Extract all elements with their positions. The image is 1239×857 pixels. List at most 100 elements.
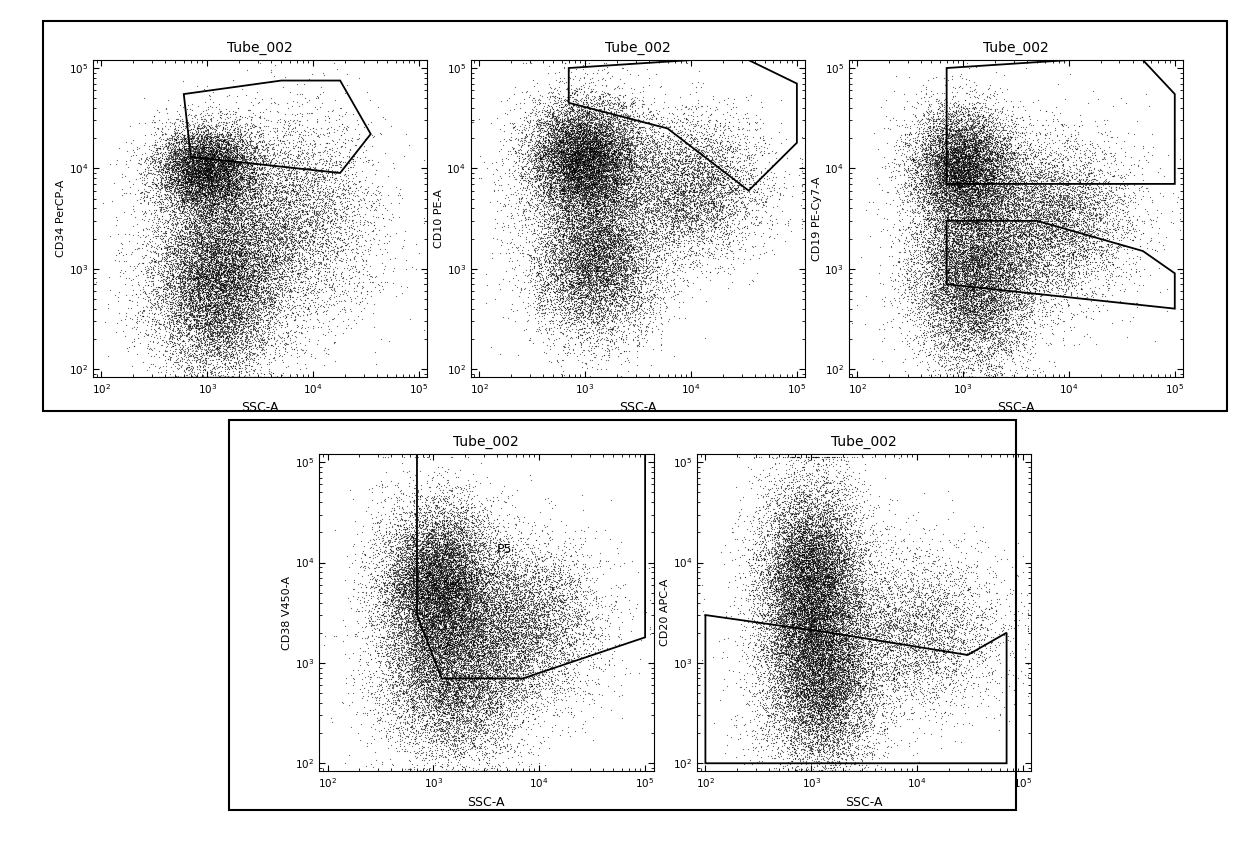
Point	[150, 203, 170, 217]
Point	[602, 152, 622, 165]
Point	[1006, 366, 1026, 380]
Point	[942, 164, 961, 177]
Point	[914, 726, 934, 740]
Point	[1014, 219, 1033, 233]
Point	[788, 657, 808, 671]
Point	[445, 655, 465, 668]
Point	[641, 226, 660, 240]
Point	[589, 263, 608, 277]
Point	[554, 130, 574, 144]
Point	[1022, 146, 1042, 159]
Point	[311, 219, 331, 232]
Point	[980, 146, 1000, 159]
Point	[600, 288, 620, 302]
Point	[808, 672, 828, 686]
Point	[492, 655, 512, 668]
Point	[452, 683, 472, 697]
Point	[164, 316, 183, 330]
Point	[1049, 188, 1069, 201]
Point	[532, 257, 551, 271]
Point	[976, 317, 996, 331]
Point	[501, 127, 520, 141]
Point	[286, 226, 306, 240]
Point	[301, 127, 321, 141]
Point	[472, 696, 492, 710]
Point	[597, 109, 617, 123]
Point	[792, 565, 812, 578]
Point	[978, 301, 997, 315]
Point	[187, 123, 207, 136]
Point	[976, 199, 996, 213]
Point	[230, 158, 250, 171]
Point	[961, 279, 981, 292]
Point	[420, 566, 440, 580]
Point	[971, 151, 991, 165]
Point	[969, 210, 989, 224]
Point	[553, 135, 572, 148]
Point	[219, 370, 239, 384]
Point	[452, 638, 472, 652]
Point	[947, 287, 966, 301]
Point	[1006, 151, 1026, 165]
Point	[802, 499, 821, 512]
Point	[550, 368, 570, 381]
Point	[471, 665, 491, 679]
Point	[482, 558, 502, 572]
Point	[895, 157, 914, 171]
Point	[197, 163, 217, 177]
Point	[612, 236, 632, 249]
Point	[217, 178, 237, 192]
Point	[430, 602, 450, 615]
Point	[545, 674, 565, 687]
Point	[248, 296, 268, 309]
Point	[310, 223, 330, 237]
Point	[176, 323, 196, 337]
Point	[587, 267, 607, 280]
Point	[429, 632, 449, 646]
Point	[399, 680, 419, 693]
Point	[284, 223, 304, 237]
Point	[164, 332, 183, 345]
Point	[585, 315, 605, 328]
Point	[387, 602, 406, 615]
Point	[1103, 218, 1123, 231]
Point	[218, 297, 238, 311]
Point	[778, 664, 798, 678]
Point	[404, 530, 424, 544]
Point	[779, 609, 799, 623]
Point	[855, 662, 875, 676]
Point	[217, 317, 237, 331]
Point	[592, 641, 612, 655]
Point	[406, 537, 426, 551]
Point	[802, 610, 821, 624]
Point	[829, 579, 849, 593]
Point	[553, 642, 572, 656]
Point	[974, 234, 994, 248]
Point	[835, 595, 855, 608]
Point	[579, 162, 598, 176]
Point	[908, 569, 928, 583]
Point	[1005, 620, 1025, 634]
Point	[191, 166, 211, 180]
Point	[233, 249, 253, 262]
Point	[543, 165, 563, 178]
Point	[932, 283, 952, 297]
Point	[843, 640, 862, 654]
Point	[309, 204, 328, 218]
Point	[538, 678, 558, 692]
Point	[575, 524, 595, 538]
Point	[908, 663, 928, 677]
Point	[180, 153, 199, 167]
Point	[431, 691, 451, 704]
Point	[543, 589, 563, 602]
Point	[953, 159, 973, 173]
Point	[160, 186, 180, 200]
Point	[592, 149, 612, 163]
Point	[989, 230, 1009, 243]
Point	[582, 99, 602, 113]
Point	[425, 535, 445, 548]
Point	[934, 182, 954, 195]
Point	[328, 165, 348, 178]
Point	[709, 188, 729, 201]
Point	[812, 588, 831, 602]
